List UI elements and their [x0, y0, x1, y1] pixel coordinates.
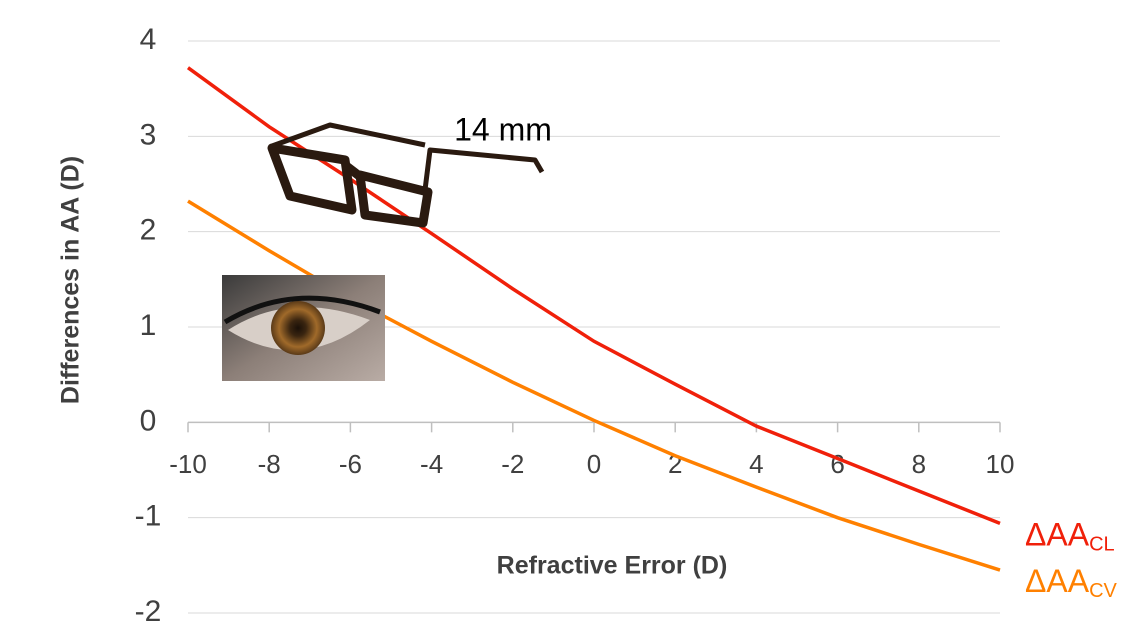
x-tick-label: 0: [587, 449, 601, 479]
legend-name: ΔAA: [1025, 517, 1090, 553]
y-tick-label: 2: [140, 214, 157, 247]
legend-label: ΔAACV: [1025, 564, 1118, 603]
y-tick-label: 0: [140, 404, 157, 437]
x-axis-title: Refractive Error (D): [497, 552, 728, 580]
x-tick-label: 6: [830, 449, 844, 479]
y-tick-label: 4: [140, 23, 157, 56]
x-tick-label: -4: [420, 449, 443, 479]
legend-name: ΔAA: [1025, 564, 1090, 600]
legend-subscript: CL: [1089, 534, 1115, 556]
x-tick-label: 4: [749, 449, 763, 479]
y-tick-label: 1: [140, 309, 157, 342]
x-tick-label: -10: [169, 449, 207, 479]
annotation: 14 mm: [454, 111, 552, 147]
series-line: [188, 201, 1000, 570]
x-tick-label: -2: [501, 449, 524, 479]
y-tick-label: 3: [140, 118, 157, 151]
y-tick-label: -2: [135, 595, 162, 628]
x-tick-label: -8: [258, 449, 281, 479]
chart: Differences in AA (D) Refractive Error (…: [0, 0, 1144, 632]
y-tick-label: -1: [135, 500, 162, 533]
x-tick-label: 8: [912, 449, 926, 479]
x-tick-label: -6: [339, 449, 362, 479]
legend-subscript: CV: [1089, 580, 1117, 602]
x-tick-label: 10: [986, 449, 1015, 479]
y-axis-title: Differences in AA (D): [57, 156, 85, 404]
eye-image: [222, 275, 385, 381]
legend-label: ΔAACL: [1025, 517, 1115, 556]
